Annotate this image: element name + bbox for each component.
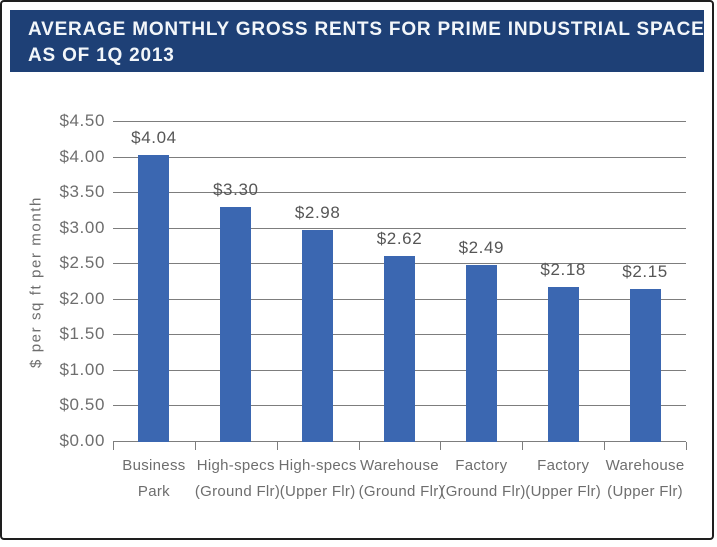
x-category-label: Warehouse (Ground Flr) xyxy=(358,453,444,505)
bar-value-label: $4.04 xyxy=(131,127,177,147)
x-category-label: Factory (Upper Flr) xyxy=(522,453,604,505)
x-category-label: Factory (Ground Flr) xyxy=(440,453,526,505)
chart-title-line-2: AS OF 1Q 2013 xyxy=(28,45,175,66)
y-tick-label: $0.50 xyxy=(59,395,105,415)
y-tick-label: $2.50 xyxy=(59,253,105,273)
gridline xyxy=(113,156,686,158)
bar-value-label: $2.62 xyxy=(376,228,423,248)
bar-3 xyxy=(302,230,334,442)
x-category-label: High-specs (Upper Flr) xyxy=(277,453,359,505)
bar-value-label: $2.49 xyxy=(458,237,505,257)
x-axis-tick xyxy=(194,442,196,450)
y-tick-label: $3.50 xyxy=(59,182,105,202)
x-category-line: (Upper Flr) xyxy=(525,483,602,500)
bar-5 xyxy=(465,264,497,442)
y-tick-label: $0.00 xyxy=(59,431,105,450)
x-category-label: High-specs (Ground Flr) xyxy=(194,453,281,505)
gridline xyxy=(113,192,686,194)
bar-chart: $ per sq ft per month $4.04 $3.30 $2.98 $2.… xyxy=(2,2,712,538)
y-tick-label: $1.50 xyxy=(59,324,105,344)
bar-1 xyxy=(138,154,170,442)
chart-title-banner: AVERAGE MONTHLY GROSS RENTS FOR PRIME IN… xyxy=(10,10,704,72)
x-category-label: Business Park xyxy=(113,453,195,505)
x-category-line: High-specs xyxy=(196,457,275,474)
x-category-line: (Ground Flr) xyxy=(194,483,281,500)
x-axis-tick xyxy=(440,442,442,450)
chart-title-line-1: AVERAGE MONTHLY GROSS RENTS FOR PRIME IN… xyxy=(28,19,705,40)
bar-2 xyxy=(220,207,252,442)
y-tick-label: $1.00 xyxy=(59,359,105,379)
x-category-line: Business xyxy=(122,457,186,474)
gridline xyxy=(113,121,686,122)
x-axis-tick xyxy=(686,442,687,450)
y-tick-label: $4.50 xyxy=(59,111,105,130)
x-axis-tick xyxy=(276,442,278,450)
x-category-line: (Upper Flr) xyxy=(279,483,356,500)
x-category-line: Factory xyxy=(455,457,508,474)
bar-4 xyxy=(384,255,415,442)
x-axis-tick xyxy=(113,442,114,450)
x-axis-tick xyxy=(522,442,524,450)
bar-value-label: $3.30 xyxy=(213,180,259,200)
bar-value-label: $2.15 xyxy=(622,262,668,282)
bar-value-label: $2.18 xyxy=(540,259,586,279)
bar-6 xyxy=(547,286,579,442)
x-category-line: Warehouse xyxy=(605,457,685,474)
x-category-line: (Ground Flr) xyxy=(440,483,526,500)
x-axis-tick xyxy=(604,442,606,450)
bar-7 xyxy=(629,289,661,442)
bar-value-label: $2.98 xyxy=(294,203,341,223)
x-axis-tick xyxy=(358,442,360,450)
y-tick-label: $2.00 xyxy=(59,288,105,308)
y-tick-label: $3.00 xyxy=(59,217,105,237)
x-category-line: Warehouse xyxy=(360,457,439,474)
x-category-label: Warehouse (Upper Flr) xyxy=(604,453,686,505)
x-category-line: Park xyxy=(137,483,170,500)
plot-area: $4.04 $3.30 $2.98 $2.62 $2.49 $2.18 $2.15 xyxy=(113,121,687,450)
x-category-line: Factory xyxy=(537,457,590,474)
gridline xyxy=(113,227,686,229)
y-tick-label: $4.00 xyxy=(59,146,105,166)
x-category-line: High-specs xyxy=(278,457,357,474)
x-category-line: (Upper Flr) xyxy=(607,483,683,500)
x-category-line: (Ground Flr) xyxy=(358,483,444,500)
